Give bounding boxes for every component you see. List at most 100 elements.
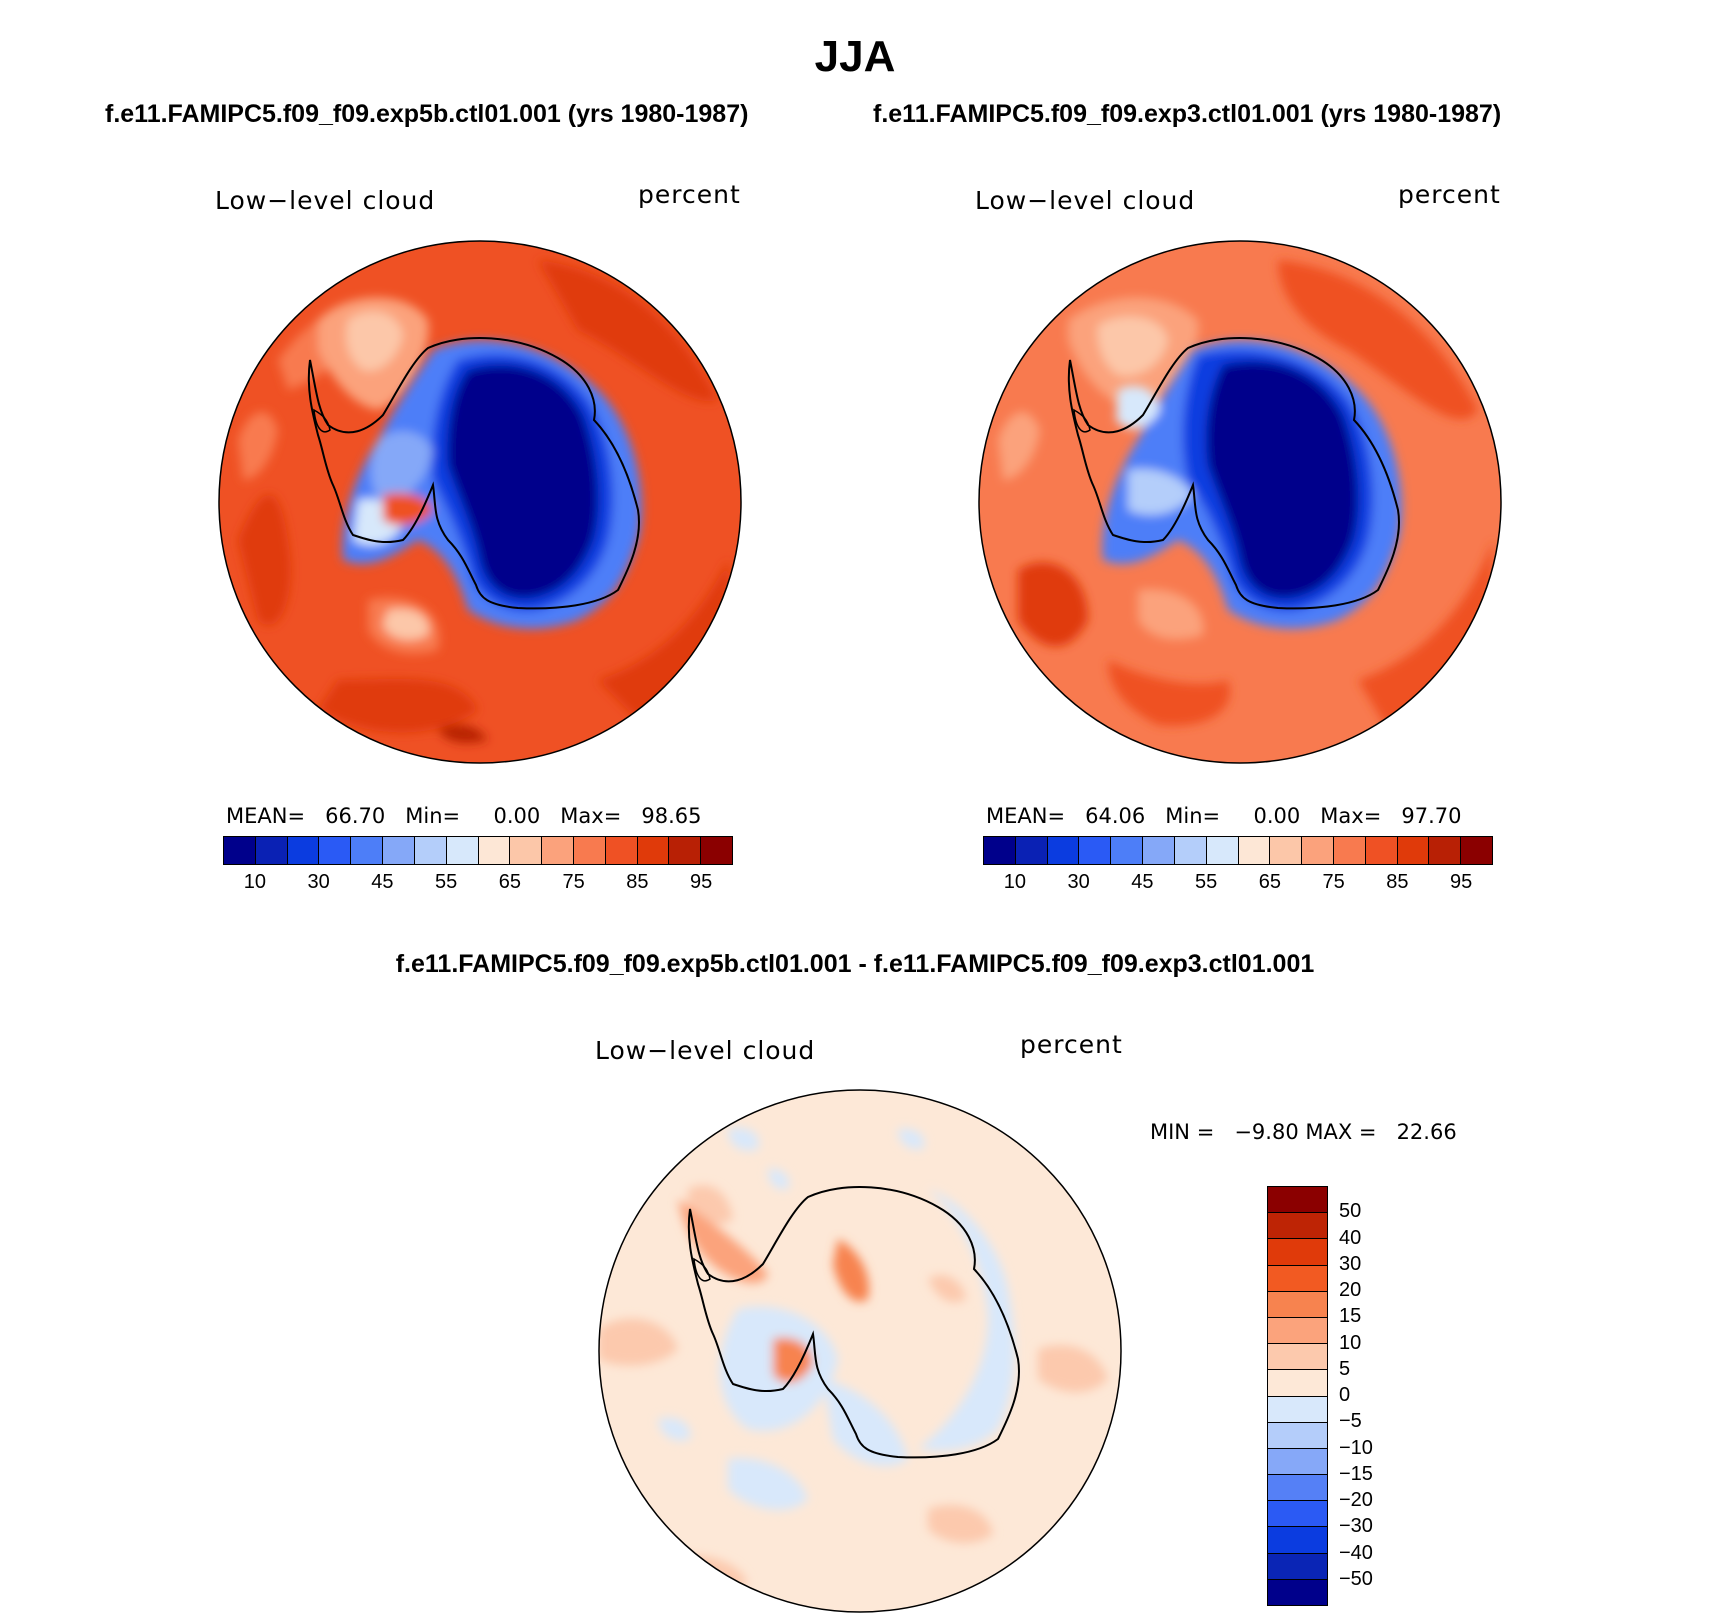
colorbar-swatch	[1397, 837, 1430, 864]
colorbar-tick-label: 75	[562, 871, 585, 893]
colorbar-swatch	[1238, 837, 1271, 864]
colorbar-tick-label: −50	[1339, 1567, 1373, 1590]
colorbar-swatch	[351, 837, 384, 864]
colorbar-tick-label: 75	[1322, 871, 1345, 893]
colorbar-swatch	[1365, 837, 1398, 864]
left-polar-map	[218, 240, 742, 764]
colorbar-swatch	[1270, 837, 1303, 864]
colorbar-swatch	[383, 837, 415, 864]
colorbar-tick-label: 55	[435, 871, 458, 893]
colorbar-swatch	[510, 837, 543, 864]
colorbar-tick-label: −40	[1339, 1541, 1373, 1564]
diff-max-value: 22.66	[1396, 1120, 1457, 1144]
colorbar-swatch	[1079, 837, 1112, 864]
colorbar-tick-label: 0	[1339, 1384, 1351, 1406]
colorbar-swatch	[1429, 837, 1462, 864]
diff-variable-label: Low−level cloud	[595, 1036, 816, 1065]
colorbar-tick-label: 30	[1067, 871, 1090, 893]
right-variable-label: Low−level cloud	[975, 186, 1196, 215]
right-min-value: 0.00	[1253, 804, 1301, 828]
colorbar-swatch	[1268, 1239, 1327, 1266]
colorbar-swatch	[1268, 1213, 1327, 1240]
colorbar-swatch	[669, 837, 702, 864]
colorbar-tick-label: 20	[1339, 1279, 1362, 1301]
colorbar-swatch	[414, 837, 447, 864]
colorbar-tick-label: 85	[626, 871, 649, 893]
colorbar-tick-label: 65	[498, 871, 521, 893]
diff-min-value: −9.80	[1234, 1120, 1299, 1144]
right-map-field	[979, 241, 1501, 763]
colorbar-swatch	[446, 837, 479, 864]
diff-min-label: MIN =	[1150, 1120, 1215, 1144]
right-stats: MEAN= 64.06 Min= 0.00 Max= 97.70	[986, 804, 1461, 828]
right-max-value: 97.70	[1401, 804, 1462, 828]
left-min-value: 0.00	[493, 804, 541, 828]
colorbar-swatch	[1461, 837, 1492, 864]
colorbar-swatch	[1268, 1553, 1327, 1580]
diff-title: f.e11.FAMIPC5.f09_f09.exp5b.ctl01.001 - …	[395, 950, 1315, 978]
right-mean-value: 64.06	[1085, 804, 1146, 828]
colorbar-tick-label: 10	[1003, 871, 1026, 893]
right-units-label: percent	[1398, 180, 1501, 209]
diff-stats: MIN = −9.80 MAX = 22.66	[1150, 1120, 1457, 1144]
colorbar-tick-label: 45	[371, 871, 394, 893]
diff-max-label: MAX =	[1305, 1120, 1377, 1144]
colorbar-swatch	[287, 837, 320, 864]
left-max-label: Max=	[560, 804, 622, 828]
colorbar-swatch	[605, 837, 638, 864]
colorbar-swatch	[1015, 837, 1048, 864]
colorbar-swatch	[1268, 1396, 1327, 1423]
colorbar-swatch	[1268, 1187, 1327, 1214]
colorbar-swatch	[1268, 1475, 1327, 1502]
right-polar-map	[978, 240, 1502, 764]
left-mean-value: 66.70	[325, 804, 386, 828]
colorbar-tick-label: 30	[307, 871, 330, 893]
diff-polar-map	[598, 1089, 1122, 1613]
colorbar-swatch	[1268, 1317, 1327, 1345]
colorbar-swatch	[1268, 1501, 1327, 1528]
left-units-label: percent	[638, 180, 741, 209]
colorbar-tick-label: −10	[1339, 1436, 1373, 1459]
colorbar-tick-label: 15	[1339, 1305, 1362, 1328]
colorbar-swatch	[637, 837, 670, 864]
colorbar-swatch	[984, 837, 1016, 864]
left-max-value: 98.65	[641, 804, 702, 828]
left-stats: MEAN= 66.70 Min= 0.00 Max= 98.65	[226, 804, 701, 828]
colorbar-swatch	[1268, 1422, 1327, 1449]
colorbar-swatch	[1111, 837, 1144, 864]
colorbar-swatch	[1268, 1527, 1327, 1554]
subtitle-right: f.e11.FAMIPC5.f09_f09.exp3.ctl01.001 (yr…	[873, 100, 1502, 128]
colorbar-swatch	[1047, 837, 1080, 864]
colorbar-tick-label: 95	[690, 871, 713, 893]
colorbar-tick-label: −20	[1339, 1489, 1373, 1511]
colorbar-swatch	[478, 837, 511, 864]
colorbar-swatch	[1174, 837, 1207, 864]
colorbar-tick-label: 55	[1195, 871, 1218, 893]
colorbar-swatch	[1302, 837, 1334, 864]
colorbar-swatch	[701, 837, 732, 864]
colorbar-tick-label: −5	[1339, 1410, 1362, 1433]
colorbar-tick-label: 40	[1339, 1226, 1362, 1249]
colorbar-swatch	[542, 837, 574, 864]
colorbar-tick-label: 85	[1386, 871, 1409, 893]
right-min-label: Min=	[1165, 804, 1221, 828]
subtitle-left: f.e11.FAMIPC5.f09_f09.exp5b.ctl01.001 (y…	[105, 100, 749, 128]
colorbar-tick-label: 10	[1339, 1331, 1362, 1354]
colorbar-swatch	[1268, 1344, 1327, 1371]
right-mean-label: MEAN=	[986, 804, 1066, 828]
colorbar-tick-label: 30	[1339, 1252, 1362, 1275]
colorbar-swatch	[1268, 1448, 1327, 1476]
colorbar-swatch	[573, 837, 606, 864]
colorbar-swatch	[1268, 1579, 1327, 1605]
diff-colorbar: 50 40 30 20 15 10 5 0 −5 −10 −15 −20 −30 −40 −50	[1267, 1186, 1387, 1606]
colorbar-swatch	[1268, 1370, 1327, 1397]
colorbar-tick-label: 10	[243, 871, 266, 893]
diff-map-field	[599, 1090, 1121, 1612]
page-title: JJA	[814, 32, 896, 81]
left-variable-label: Low−level cloud	[215, 186, 436, 215]
colorbar-swatch	[224, 837, 256, 864]
right-max-label: Max=	[1320, 804, 1382, 828]
colorbar-swatch	[319, 837, 352, 864]
colorbar-swatch	[1206, 837, 1239, 864]
colorbar-swatch	[1333, 837, 1366, 864]
